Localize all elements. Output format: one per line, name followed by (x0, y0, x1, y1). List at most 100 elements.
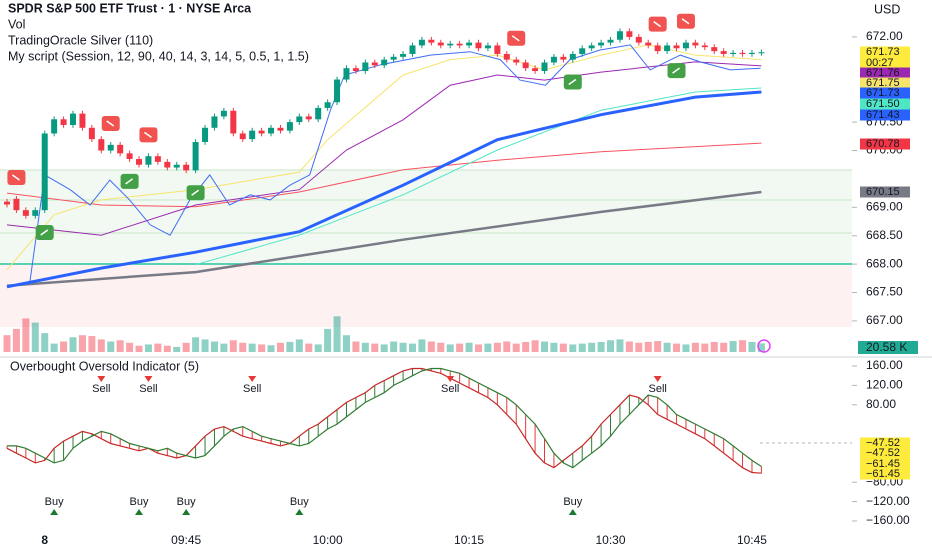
x-tick-label: 10:30 (596, 533, 626, 547)
candle-body (268, 127, 275, 134)
price-label: 671.75 (866, 77, 900, 89)
price-label: 670.15 (866, 186, 900, 198)
volume-bar (267, 345, 275, 352)
osc-label: −47.52 (866, 437, 900, 449)
candle-body (758, 52, 765, 54)
candle-body (522, 62, 529, 69)
buy-arrow (50, 509, 59, 515)
osc-line (7, 367, 762, 469)
buy-arrow (135, 509, 144, 515)
buy-arrow (568, 509, 577, 515)
volume-bar (493, 342, 501, 352)
candle-body (569, 53, 576, 60)
candle-body (588, 45, 595, 49)
candle-body (107, 144, 114, 151)
candle-body (616, 31, 623, 40)
candle-body (409, 45, 416, 54)
candle-body (296, 116, 303, 123)
candle-body (286, 122, 293, 131)
candle-body (682, 42, 689, 49)
indicator-label: TradingOracle Silver (110) (8, 33, 153, 47)
volume-bar (305, 343, 313, 352)
flag-icon (191, 189, 200, 196)
volume-bar (691, 342, 699, 352)
candle-body (673, 45, 680, 49)
candle-body (192, 142, 199, 171)
price-label: 671.43 (866, 109, 900, 121)
candle-body (635, 36, 642, 43)
candle-body (532, 68, 539, 71)
price-label-bg (860, 98, 910, 110)
x-tick-label: 09:45 (171, 533, 201, 547)
volume-label-bg (858, 341, 918, 354)
candle-body (220, 110, 227, 117)
volume-bar (578, 343, 586, 352)
flag-icon (11, 174, 20, 181)
volume-bar (116, 340, 124, 352)
volume-bar (512, 343, 520, 352)
zone-upper (0, 170, 852, 265)
volume-bar (682, 344, 690, 352)
osc-label-bg (860, 468, 910, 480)
volume-bar (475, 344, 482, 352)
candle-body (664, 45, 671, 52)
osc-label: −47.52 (866, 447, 900, 459)
volume-bar (333, 316, 341, 352)
volume-bar (446, 344, 454, 352)
volume-bar (78, 335, 86, 352)
candle-body (145, 156, 152, 165)
volume-bar (701, 343, 709, 352)
volume-bar (408, 343, 416, 352)
volume-bar (144, 344, 152, 352)
candle-body (4, 201, 10, 205)
candle-body (456, 43, 463, 46)
y-tick-label: −120.00 (866, 494, 910, 508)
volume-bar (286, 341, 294, 352)
candle-body (324, 102, 331, 108)
volume-bar (135, 345, 143, 352)
volume-bar (522, 341, 530, 352)
volume-bar (541, 341, 549, 352)
indicator-line (195, 87, 762, 266)
candle-body (371, 62, 378, 66)
candle-body (13, 198, 20, 211)
candle-body (239, 133, 246, 140)
candle-body (607, 39, 614, 43)
candle-body (494, 45, 501, 54)
indicator-line (6, 142, 762, 208)
volume-bar (352, 341, 360, 352)
sell-label: Sell (139, 383, 157, 395)
buy-arrow (295, 509, 304, 515)
price-label-bg (860, 138, 910, 150)
buy-label: Buy (130, 496, 149, 508)
volume-bar (88, 336, 96, 352)
candle-body (334, 79, 341, 103)
volume-bar (456, 343, 464, 352)
currency[interactable]: USD (874, 2, 900, 16)
alert-icon (757, 339, 771, 353)
candle-body (503, 53, 510, 60)
osc-label-bg (860, 437, 910, 449)
candle-body (343, 68, 350, 80)
volume-bar (248, 343, 256, 352)
volume-bar (324, 328, 332, 352)
sell-arrow (653, 376, 662, 382)
volume-bar (427, 341, 435, 352)
candle-body (79, 113, 86, 128)
candle-body (626, 31, 633, 37)
osc-label: −61.45 (866, 458, 900, 470)
volume-bar (748, 341, 756, 352)
volume-bar (107, 341, 115, 352)
price-label-bg (860, 67, 910, 79)
volume-bar (550, 342, 558, 352)
indicator-line (6, 90, 762, 289)
volume-bar (201, 339, 209, 352)
volume-bar (663, 342, 671, 352)
y-tick-label: 669.00 (866, 199, 903, 213)
buy-label: Buy (563, 496, 582, 508)
price-label-bg (860, 87, 910, 99)
candle-body (154, 156, 161, 162)
candle-body (173, 164, 180, 168)
volume-bar (484, 343, 492, 352)
volume-label: 20.58 K (866, 340, 907, 354)
